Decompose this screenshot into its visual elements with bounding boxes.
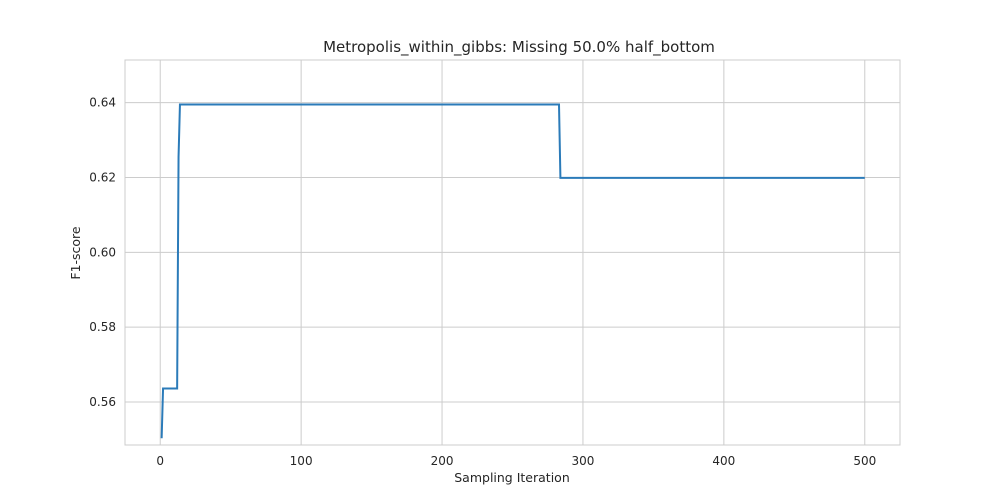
grid (125, 60, 900, 445)
x-axis-label: Sampling Iteration (454, 470, 570, 485)
y-tick-label: 0.56 (89, 395, 116, 409)
y-tick-label: 0.64 (89, 96, 116, 110)
plot-frame (124, 59, 901, 446)
series-line (160, 103, 865, 439)
x-tick-label: 0 (156, 454, 164, 468)
series-group (160, 103, 865, 439)
y-tick-label: 0.58 (89, 320, 116, 334)
x-tick-label: 200 (431, 454, 454, 468)
tick-labels: 0 100 200 300 400 500 0.56 0.58 0.60 0.62 0.64 (89, 96, 876, 468)
x-tick-label: 100 (290, 454, 313, 468)
y-axis-label: F1-score (68, 226, 83, 280)
x-tick-label: 300 (572, 454, 595, 468)
y-tick-label: 0.62 (89, 170, 116, 184)
x-tick-label: 500 (853, 454, 876, 468)
chart-title: Metropolis_within_gibbs: Missing 50.0% h… (323, 38, 715, 57)
y-tick-label: 0.60 (89, 245, 116, 259)
x-tick-label: 400 (712, 454, 735, 468)
